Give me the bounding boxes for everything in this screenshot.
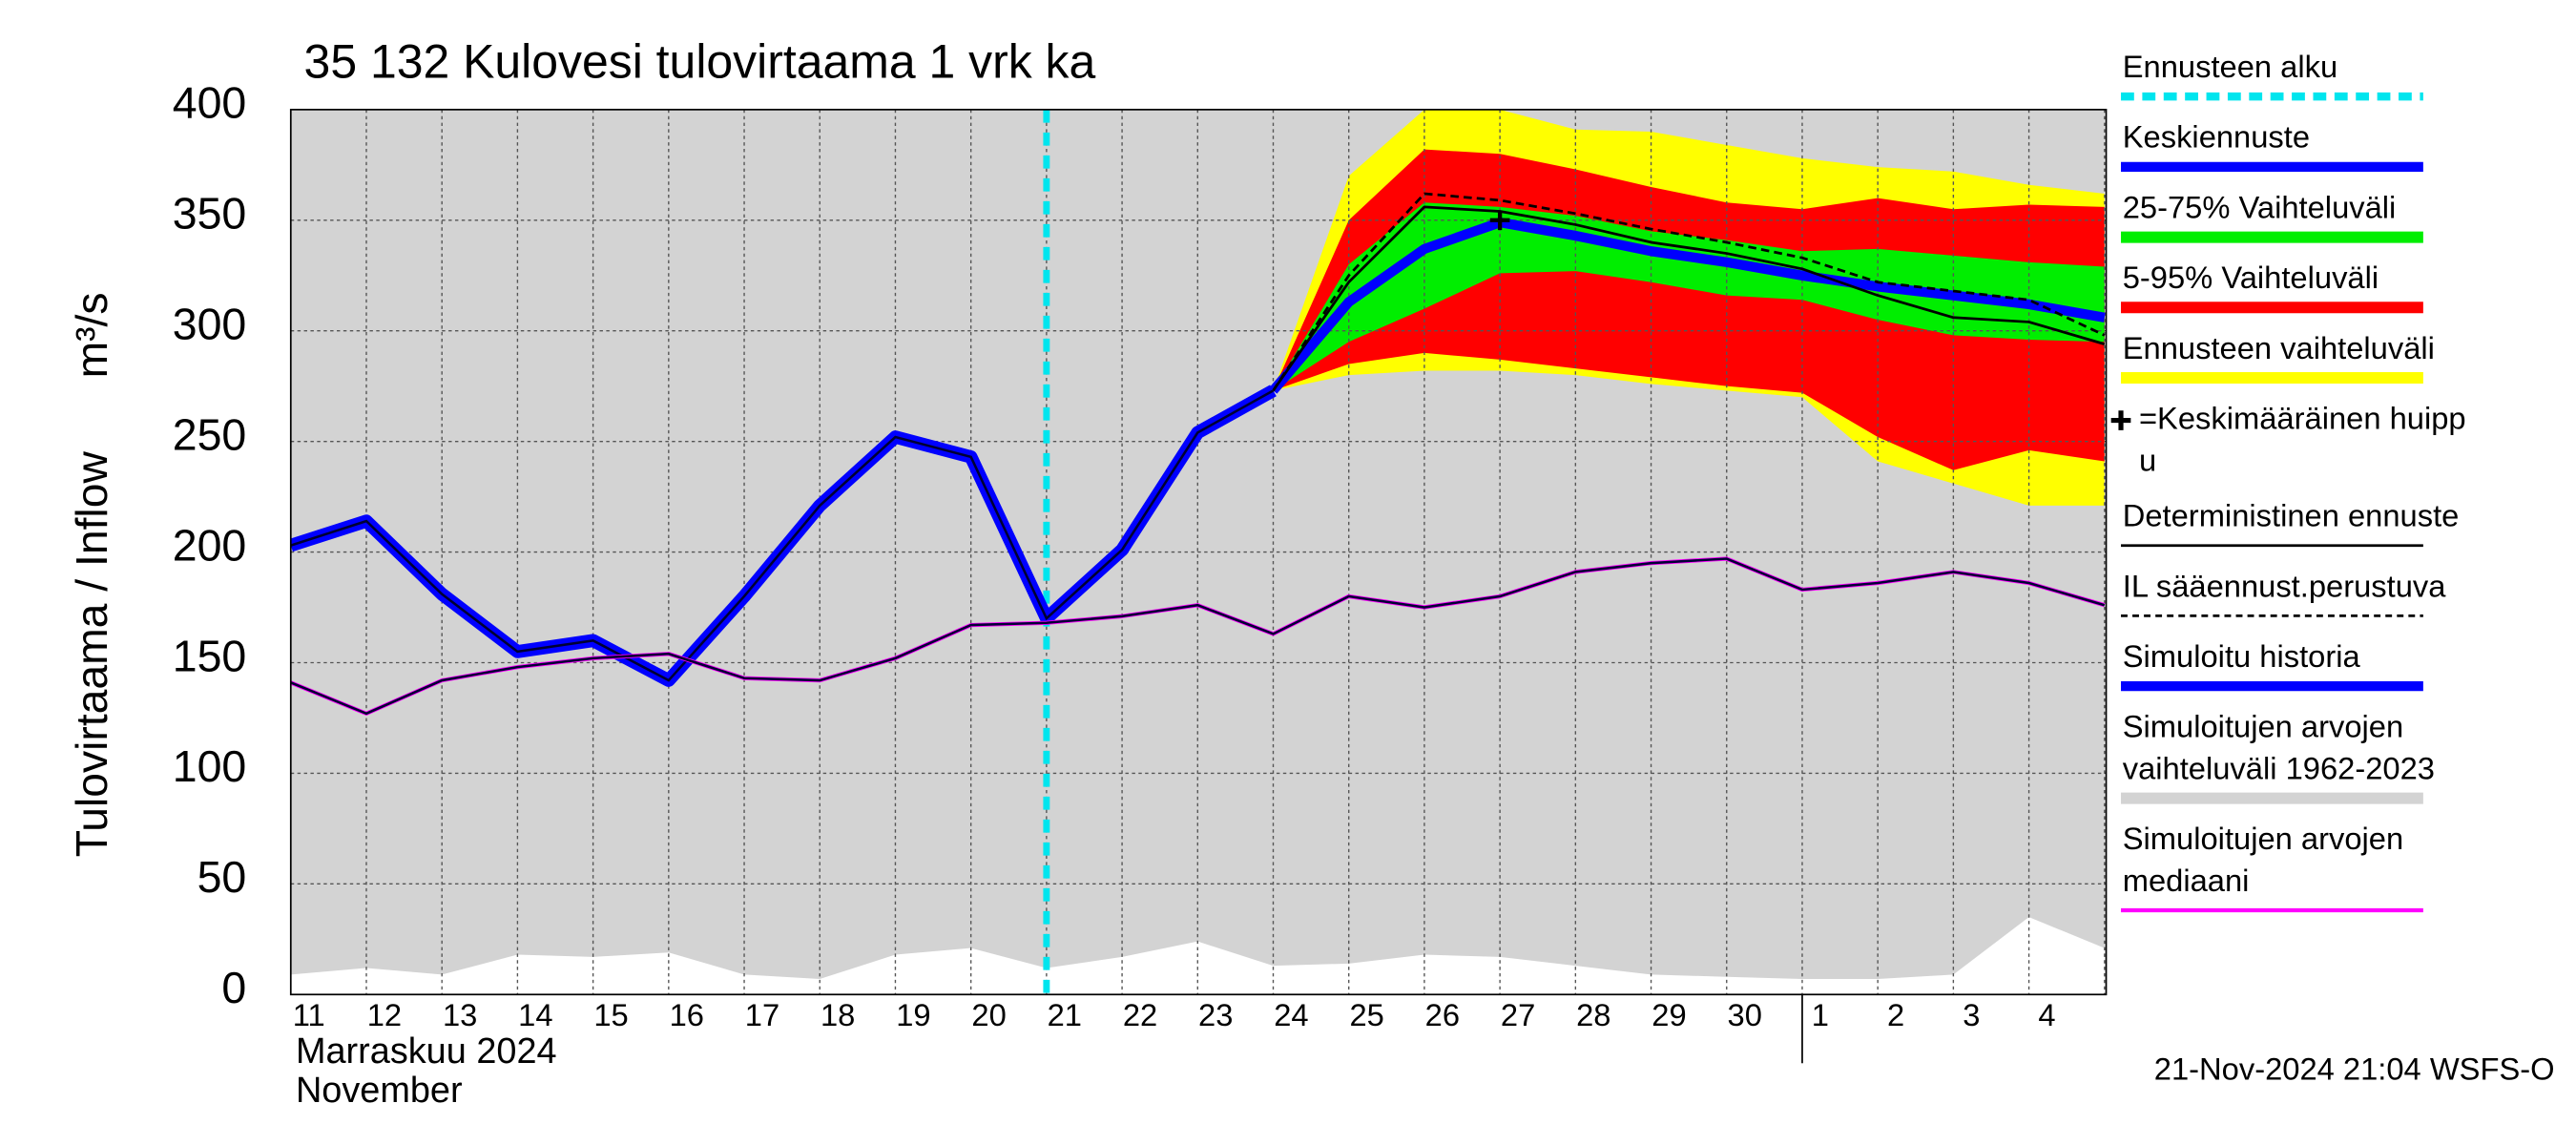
y-tick-label: 300 [173,300,247,349]
legend-line: =Keskimääräinen huipp [2139,400,2466,435]
x-tick-label: 22 [1123,997,1157,1032]
legend-symbol [2110,410,2131,430]
legend-line: Simuloitujen arvojen [2123,821,2403,856]
legend-line: Keskiennuste [2123,118,2310,154]
x-tick-label: 4 [2038,997,2055,1032]
series-line-core [290,557,2106,716]
x-axis-label: November [296,1071,463,1111]
chart-title: 35 132 Kulovesi tulovirtaama 1 vrk ka [304,35,1096,89]
legend-label: IL sääennust.perustuva [2123,568,2447,603]
line-layer [290,109,2106,995]
x-tick-label: 27 [1501,997,1535,1032]
x-tick-label: 25 [1349,997,1383,1032]
x-tick-label: 16 [670,997,704,1032]
x-tick-label: 17 [745,997,779,1032]
legend-label: =Keskimääräinen huipp u [2139,400,2466,477]
x-tick-label: 18 [821,997,855,1032]
legend-label: Simuloitu historia [2123,638,2361,674]
legend-label: Ennusteen alku [2123,49,2337,84]
legend-line: u [2139,442,2156,477]
x-tick-label: 3 [1963,997,1980,1032]
plot-frame [289,109,2108,996]
legend-line: IL sääennust.perustuva [2123,568,2447,603]
x-tick-label: 19 [896,997,930,1032]
x-tick-label: 11 [293,997,325,1032]
footer: 21-Nov-2024 21:04 WSFS-O [2154,1051,2555,1087]
y-tick-label: 350 [173,189,247,239]
legend-label: 25-75% Vaihteluväli [2123,189,2397,224]
legend-line: Ennusteen vaihteluväli [2123,330,2435,365]
x-tick-label: 12 [367,997,402,1032]
series-line [1269,217,2106,394]
y-tick-label: 50 [197,852,247,902]
legend: Ennusteen alku Keskiennuste 25-75% Vaihtel… [2110,49,2466,913]
x-tick-label: 13 [443,997,477,1032]
y-tick-label: 200 [173,520,247,570]
legend-label: Keskiennuste [2123,118,2310,154]
legend-label: Simuloitujen arvojen mediaani [2123,821,2403,898]
x-tick-label: 2 [1887,997,1904,1032]
y-tick-label: 250 [173,410,247,460]
legend-line: Deterministinen ennuste [2123,497,2460,532]
y-axis-label: Tulovirtaama / Inflow [67,451,116,858]
y-tick-label: 150 [173,631,247,680]
legend-label: Deterministinen ennuste [2123,497,2460,532]
legend-line: Ennusteen alku [2123,49,2337,84]
x-tick-label: 1 [1812,997,1829,1032]
legend-line: 5-95% Vaihteluväli [2123,260,2379,295]
x-tick-label: 21 [1048,997,1082,1032]
y-axis-unit: m³/s [67,292,116,378]
band [1273,202,2105,391]
y-tick-label: 400 [173,78,247,128]
x-tick-label: 20 [971,997,1006,1032]
x-tick-label: 23 [1198,997,1233,1032]
y-tick-label: 100 [173,741,247,791]
y-tick-label: 0 [221,963,246,1012]
series-line [1272,205,2106,392]
x-tick-label: 29 [1652,997,1686,1032]
x-tick-label: 24 [1274,997,1308,1032]
x-tick-label: 28 [1576,997,1610,1032]
legend-line: Simuloitu historia [2123,638,2361,674]
series-line [1272,192,2106,392]
legend-line: 25-75% Vaihteluväli [2123,189,2397,224]
x-tick-label: 15 [593,997,628,1032]
x-tick-label: 14 [518,997,552,1032]
legend-line: Simuloitujen arvojen [2123,708,2403,743]
legend-line: mediaani [2123,863,2250,898]
legend-line: vaihteluväli 1962-2023 [2123,750,2435,785]
series-line-core [290,389,1275,682]
legend-label: 5-95% Vaihteluväli [2123,260,2379,295]
x-axis-label: Marraskuu 2024 [296,1031,557,1072]
x-tick-label: 30 [1728,997,1762,1032]
x-tick-label: 26 [1425,997,1460,1032]
legend-label: Simuloitujen arvojen vaihteluväli 1962-20… [2123,708,2435,785]
peak-marker [1489,210,1510,231]
legend-label: Ennusteen vaihteluväli [2123,330,2435,365]
